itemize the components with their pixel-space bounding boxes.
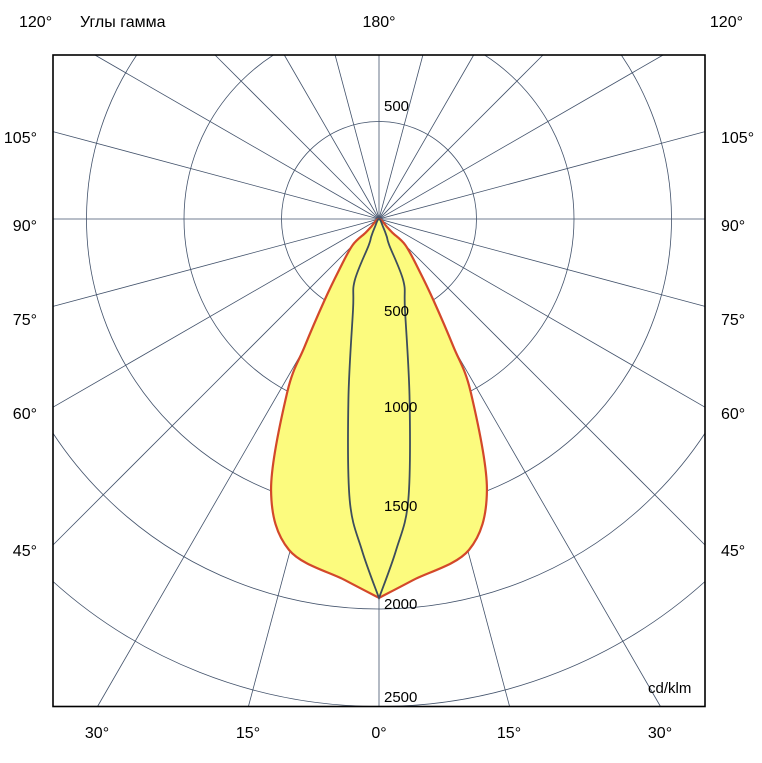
svg-text:60°: 60° xyxy=(13,406,37,423)
svg-text:15°: 15° xyxy=(236,725,260,742)
svg-text:1500: 1500 xyxy=(384,498,417,515)
svg-text:30°: 30° xyxy=(85,725,109,742)
svg-text:15°: 15° xyxy=(497,725,521,742)
svg-text:105°: 105° xyxy=(721,130,754,147)
svg-text:2500: 2500 xyxy=(384,689,417,706)
svg-text:90°: 90° xyxy=(13,218,37,235)
svg-text:cd/klm: cd/klm xyxy=(648,680,691,697)
svg-text:45°: 45° xyxy=(13,543,37,560)
svg-text:Углы гамма: Углы гамма xyxy=(80,14,166,31)
svg-text:500: 500 xyxy=(384,303,409,320)
svg-text:60°: 60° xyxy=(721,406,745,423)
svg-text:75°: 75° xyxy=(13,312,37,329)
svg-text:45°: 45° xyxy=(721,543,745,560)
svg-text:2000: 2000 xyxy=(384,596,417,613)
svg-text:75°: 75° xyxy=(721,312,745,329)
svg-text:0°: 0° xyxy=(371,725,386,742)
svg-text:90°: 90° xyxy=(721,218,745,235)
svg-text:120°: 120° xyxy=(710,14,743,31)
svg-text:180°: 180° xyxy=(362,14,395,31)
svg-text:1000: 1000 xyxy=(384,399,417,416)
svg-text:120°: 120° xyxy=(19,14,52,31)
svg-text:105°: 105° xyxy=(4,130,37,147)
svg-text:30°: 30° xyxy=(648,725,672,742)
svg-text:500: 500 xyxy=(384,98,409,115)
